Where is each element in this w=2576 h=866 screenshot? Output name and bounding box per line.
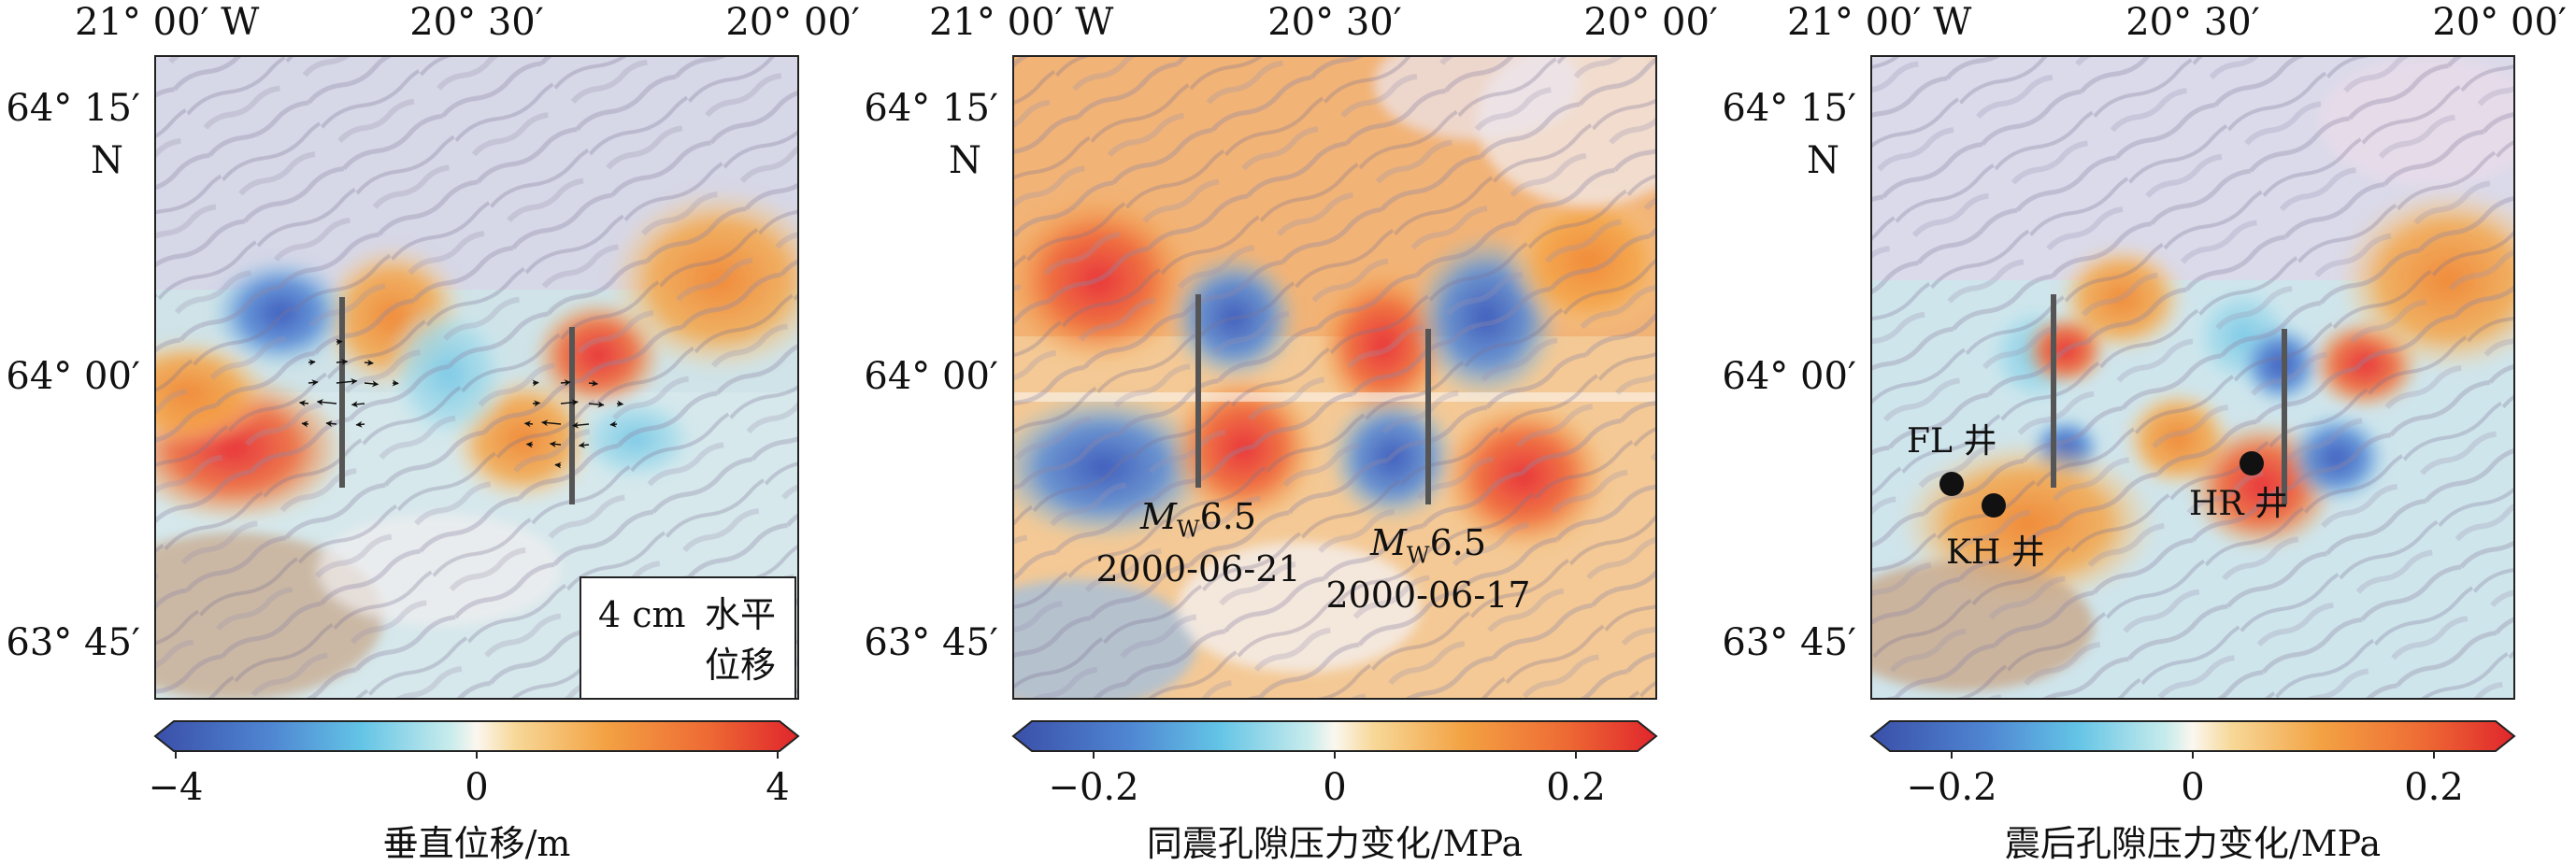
displacement-arrow bbox=[351, 401, 365, 408]
displacement-arrow bbox=[364, 380, 379, 388]
displacement-arrow bbox=[560, 379, 571, 387]
lon-label-mid: 20° 30′ bbox=[409, 1, 544, 44]
event-magnitude-east: MW6.5 bbox=[1369, 522, 1487, 569]
colorbar-mid-label: 0 bbox=[2181, 766, 2205, 809]
colorbar-postseismic bbox=[1869, 720, 2516, 759]
lon-label-east: 20° 00′ bbox=[725, 1, 860, 44]
displacement-arrow bbox=[588, 401, 605, 408]
colorbar-mid-label: 0 bbox=[465, 766, 489, 809]
well-label-hr: HR 井 bbox=[2189, 485, 2288, 523]
lat-label-mid: 64° 00′ bbox=[864, 355, 998, 398]
displacement-arrow bbox=[364, 359, 374, 366]
displacement-arrow bbox=[560, 399, 579, 406]
displacement-arrow bbox=[523, 420, 534, 428]
lon-label-west: 21° 00′ W bbox=[75, 1, 260, 44]
displacement-arrow bbox=[336, 338, 343, 346]
colorbar-title: 震后孔隙压力变化/MPa bbox=[2004, 823, 2382, 864]
displacement-arrow bbox=[571, 421, 590, 429]
well-label-fl: FL 井 bbox=[1907, 422, 1997, 461]
lat-label-top: 64° 15′ bbox=[6, 87, 140, 130]
colorbar-min-label: −0.2 bbox=[1906, 766, 1997, 809]
lat-label-mid: 64° 00′ bbox=[6, 355, 140, 398]
colorbar-max-label: 0.2 bbox=[2404, 766, 2464, 809]
colorbar-max-label: 0.2 bbox=[1546, 766, 1606, 809]
lat-label-bottom: 63° 45′ bbox=[6, 621, 140, 664]
colorbar-mid-label: 0 bbox=[1323, 766, 1347, 809]
displacement-arrow bbox=[301, 420, 309, 428]
displacement-arrow bbox=[541, 419, 562, 427]
lat-label-bottom: 63° 45′ bbox=[864, 621, 998, 664]
lon-label-mid: 20° 30′ bbox=[2125, 1, 2260, 44]
displacement-arrow bbox=[336, 377, 358, 385]
legend-label-line2: 位移 bbox=[705, 645, 777, 686]
colorbar-max-label: 4 bbox=[766, 766, 790, 809]
panel-coseismic-map bbox=[1013, 56, 1656, 699]
displacement-arrow bbox=[609, 420, 618, 428]
lat-label-top: 64° 15′ bbox=[864, 87, 998, 130]
displacement-arrow bbox=[532, 400, 541, 407]
displacement-arrow bbox=[308, 379, 319, 387]
colorbar-coseismic bbox=[1011, 720, 1658, 759]
displacement-arrow bbox=[316, 399, 337, 406]
colorbar-vertical bbox=[153, 720, 800, 759]
displacement-arrow bbox=[525, 441, 534, 448]
lat-label-mid: 64° 00′ bbox=[1722, 355, 1856, 398]
displacement-arrow bbox=[554, 461, 562, 469]
panel-postseismic-frame bbox=[1870, 55, 2515, 700]
lon-label-west: 21° 00′ W bbox=[929, 1, 1114, 44]
colorbar-title: 同震孔隙压力变化/MPa bbox=[1146, 823, 1524, 864]
horizontal-displacement-arrows bbox=[298, 338, 624, 469]
displacement-arrow bbox=[298, 400, 309, 407]
event-magnitude-west: MW6.5 bbox=[1139, 496, 1257, 543]
displacement-arrow bbox=[549, 441, 562, 447]
legend-label-line1: 水平 bbox=[705, 594, 777, 635]
lat-label-n: N bbox=[949, 139, 981, 182]
displacement-arrow bbox=[532, 379, 539, 387]
lat-label-n: N bbox=[1807, 139, 1839, 182]
lat-label-top: 64° 15′ bbox=[1722, 87, 1856, 130]
event-date-east: 2000-06-17 bbox=[1325, 575, 1531, 616]
lon-label-east: 20° 00′ bbox=[1583, 1, 1718, 44]
colorbar-min-label: −0.2 bbox=[1048, 766, 1139, 809]
displacement-arrow bbox=[355, 420, 365, 428]
well-marker-hr bbox=[2240, 451, 2264, 476]
panel-postseismic-map bbox=[1871, 56, 2514, 699]
displacement-arrow bbox=[616, 400, 624, 407]
event-date-west: 2000-06-21 bbox=[1095, 548, 1301, 589]
displacement-arrow bbox=[392, 379, 399, 387]
displacement-arrow bbox=[588, 379, 598, 387]
lon-label-west: 21° 00′ W bbox=[1787, 1, 1972, 44]
well-label-kh: KH 井 bbox=[1946, 533, 2045, 572]
colorbar-title: 垂直位移/m bbox=[382, 823, 571, 864]
panel-vertical-frame bbox=[154, 55, 799, 700]
lat-label-n: N bbox=[91, 139, 123, 182]
lat-label-bottom: 63° 45′ bbox=[1722, 621, 1856, 664]
lon-label-east: 20° 00′ bbox=[2432, 1, 2567, 44]
displacement-arrow bbox=[325, 420, 337, 428]
legend-box: 4 cm 水平 位移 bbox=[580, 576, 796, 700]
lon-label-mid: 20° 30′ bbox=[1267, 1, 1402, 44]
legend-scale: 4 cm bbox=[598, 594, 686, 635]
panel-coseismic-frame bbox=[1012, 55, 1657, 700]
colorbar-min-label: −4 bbox=[148, 766, 204, 809]
well-marker-fl bbox=[1939, 472, 1964, 496]
displacement-arrow bbox=[578, 441, 590, 448]
well-marker-kh bbox=[1982, 493, 2006, 518]
